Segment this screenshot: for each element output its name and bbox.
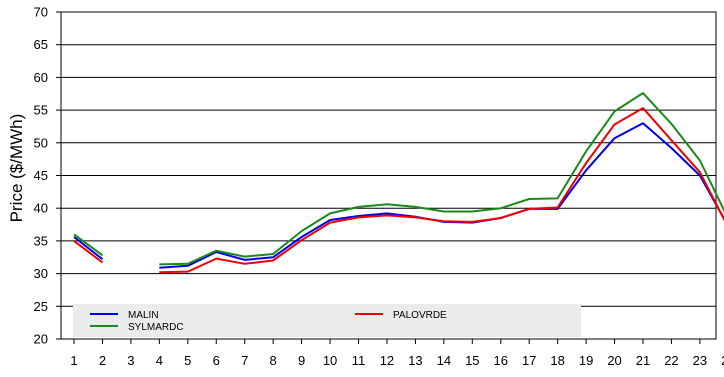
- series-line: [73, 107, 724, 274]
- x-tick-label: 9: [298, 353, 305, 368]
- y-tick-label: 30: [34, 266, 48, 281]
- legend-label: MALIN: [128, 310, 159, 321]
- x-tick-label: 3: [127, 353, 134, 368]
- y-tick-label: 55: [34, 103, 48, 118]
- x-tick-label: 10: [323, 353, 337, 368]
- x-tick-label: 12: [380, 353, 394, 368]
- x-tick-label: 21: [636, 353, 650, 368]
- y-tick-label: 35: [34, 233, 48, 248]
- x-tick-label: 19: [579, 353, 593, 368]
- x-tick-label: 24: [721, 353, 724, 368]
- x-tick-label: 6: [213, 353, 220, 368]
- x-tick-label: 7: [241, 353, 248, 368]
- legend-label: PALOVRDE: [393, 310, 447, 321]
- y-tick-label: 40: [34, 201, 48, 216]
- series-lines: [73, 92, 724, 274]
- x-tick-label: 16: [494, 353, 508, 368]
- x-tick-label: 22: [664, 353, 678, 368]
- y-tick-label: 45: [34, 168, 48, 183]
- series-line: [73, 92, 724, 266]
- x-tick-label: 18: [550, 353, 564, 368]
- x-tick-label: 1: [70, 353, 77, 368]
- y-tick-label: 25: [34, 299, 48, 314]
- x-tick-label: 13: [408, 353, 422, 368]
- legend-label: SYLMARDC: [128, 322, 184, 333]
- x-tick-label: 8: [270, 353, 277, 368]
- x-tick-label: 5: [184, 353, 191, 368]
- y-axis-label: Price ($/MWh): [7, 114, 26, 223]
- x-tick-label: 15: [465, 353, 479, 368]
- x-tick-label: 11: [352, 353, 366, 368]
- y-tick-label: 60: [34, 70, 48, 85]
- x-tick-label: 23: [693, 353, 707, 368]
- x-tick-label: 4: [156, 353, 163, 368]
- x-tick-label: 14: [437, 353, 451, 368]
- x-tick-label: 17: [522, 353, 536, 368]
- x-tick-label: 20: [607, 353, 621, 368]
- y-tick-label: 20: [34, 332, 48, 347]
- y-tick-label: 50: [34, 135, 48, 150]
- y-tick-label: 70: [34, 5, 48, 20]
- y-tick-label: 65: [34, 37, 48, 52]
- x-tick-label: 2: [99, 353, 106, 368]
- legend-background: [73, 304, 581, 337]
